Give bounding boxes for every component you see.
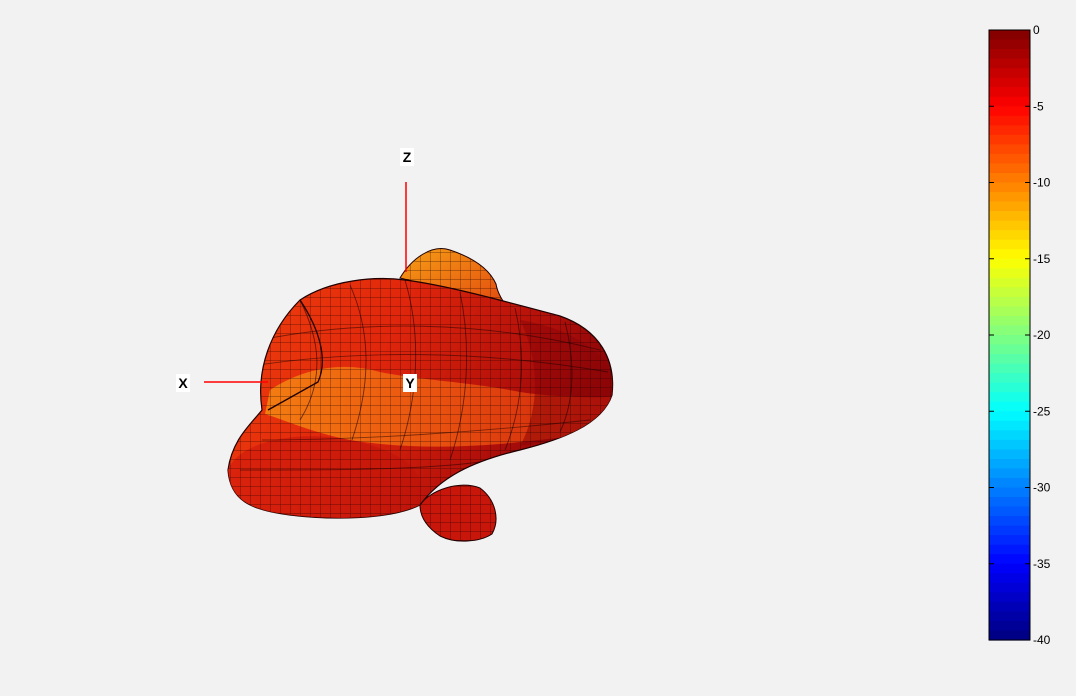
colorbar-band (989, 354, 1030, 365)
colorbar-band (989, 249, 1030, 260)
colorbar-band (989, 592, 1030, 603)
colorbar-band (989, 382, 1030, 393)
colorbar-band (989, 544, 1030, 555)
colorbar-band (989, 258, 1030, 269)
colorbar-band (989, 363, 1030, 374)
colorbar-band (989, 287, 1030, 298)
colorbar-band (989, 477, 1030, 489)
colorbar-band (989, 30, 1030, 41)
colorbar-band (989, 39, 1030, 50)
colorbar-band (989, 525, 1030, 536)
colorbar-band (989, 373, 1030, 384)
colorbar-band (989, 211, 1030, 222)
colorbar-band (989, 516, 1030, 527)
colorbar-ticks: 0 -5 -10 -15 -20 -25 -30 -35 -40 (989, 23, 1051, 647)
colorbar-tick-label: -15 (1033, 252, 1051, 266)
colorbar-band (989, 306, 1030, 317)
colorbar-band (989, 401, 1030, 412)
colorbar-band (989, 163, 1030, 174)
colorbar-band (989, 620, 1030, 632)
colorbar-band (989, 573, 1030, 584)
colorbar-band (989, 77, 1030, 88)
z-axis-label: Z (403, 149, 412, 165)
colorbar-band (989, 611, 1030, 622)
colorbar-band (989, 439, 1030, 450)
colorbar-band (989, 220, 1030, 231)
colorbar-band (989, 144, 1030, 155)
colorbar-band (989, 497, 1030, 508)
colorbar-tick-label: -30 (1033, 481, 1051, 495)
colorbar-tick-label: -20 (1033, 328, 1051, 342)
colorbar-band (989, 487, 1030, 498)
colorbar-tick-label: -25 (1033, 404, 1051, 418)
colorbar-band (989, 430, 1030, 441)
colorbar-band (989, 296, 1030, 308)
colorbar-tick-label: 0 (1033, 23, 1040, 37)
colorbar-band (989, 468, 1030, 479)
colorbar-band (989, 58, 1030, 69)
colorbar-band (989, 563, 1030, 574)
colorbar-band (989, 535, 1030, 546)
colorbar-band (989, 458, 1030, 470)
colorbar-band (989, 601, 1030, 613)
colorbar-gradient (989, 30, 1030, 641)
colorbar-band (989, 420, 1030, 431)
colorbar: 0 -5 -10 -15 -20 -25 -30 -35 -40 (988, 23, 1051, 647)
colorbar-tick-label: -35 (1033, 557, 1051, 571)
colorbar-band (989, 411, 1030, 422)
colorbar-band (989, 230, 1030, 241)
colorbar-band (989, 325, 1030, 336)
radiation-pattern-surface (227, 248, 614, 542)
colorbar-band (989, 106, 1030, 117)
colorbar-band (989, 68, 1030, 79)
colorbar-band (989, 335, 1030, 346)
colorbar-band (989, 134, 1030, 145)
colorbar-band (989, 268, 1030, 279)
colorbar-band (989, 153, 1030, 165)
colorbar-band (989, 239, 1030, 250)
colorbar-band (989, 192, 1030, 203)
colorbar-band (989, 582, 1030, 593)
colorbar-band (989, 87, 1030, 98)
colorbar-band (989, 630, 1030, 641)
colorbar-band (989, 554, 1030, 565)
colorbar-band (989, 449, 1030, 460)
colorbar-tick-label: -40 (1033, 633, 1051, 647)
colorbar-band (989, 182, 1030, 193)
axis-guides: Z X Y (176, 148, 417, 392)
colorbar-band (989, 125, 1030, 136)
y-axis-label: Y (405, 375, 415, 391)
colorbar-band (989, 172, 1030, 184)
colorbar-band (989, 392, 1030, 403)
colorbar-band (989, 315, 1030, 327)
colorbar-band (989, 201, 1030, 212)
colorbar-band (989, 506, 1030, 517)
colorbar-band (989, 344, 1030, 355)
x-axis-label: X (178, 375, 188, 391)
colorbar-band (989, 115, 1030, 126)
colorbar-tick-label: -10 (1033, 176, 1051, 190)
colorbar-band (989, 277, 1030, 288)
colorbar-band (989, 96, 1030, 107)
colorbar-tick-label: -5 (1033, 99, 1044, 113)
colorbar-band (989, 49, 1030, 60)
